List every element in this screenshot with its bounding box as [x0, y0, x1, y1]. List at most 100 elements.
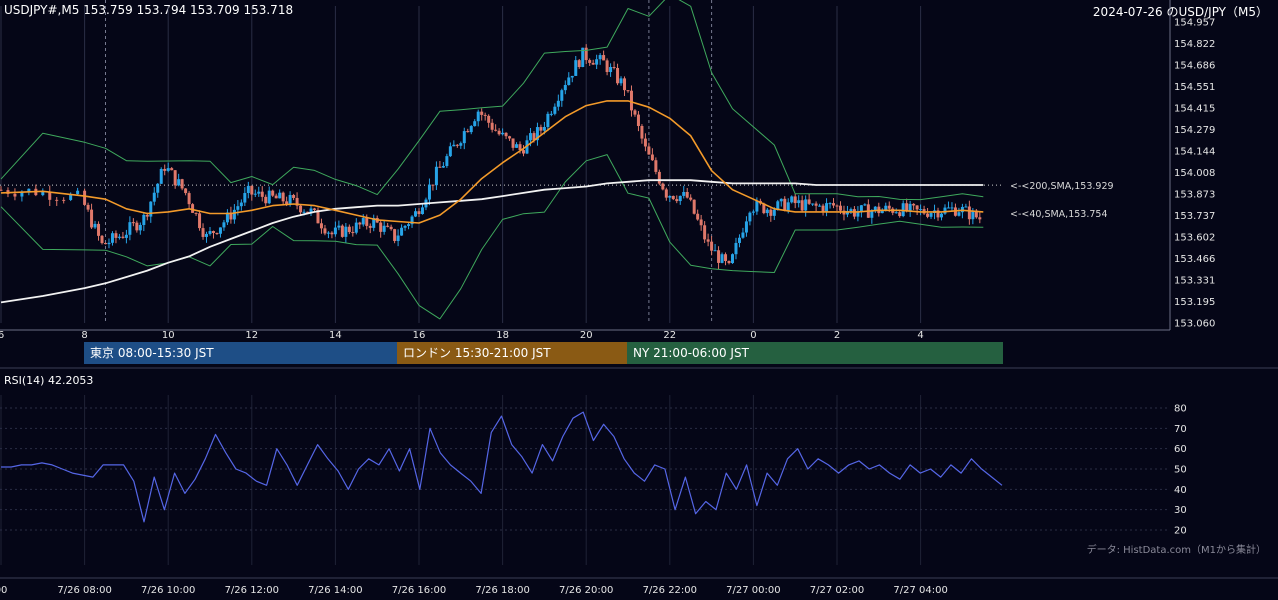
candle-body	[494, 129, 498, 131]
rsi-line	[1, 411, 1003, 523]
candle-body	[344, 226, 348, 237]
time-tick-bottom: 06:00	[0, 585, 7, 596]
candle-body	[811, 203, 815, 205]
candle-body	[260, 191, 264, 197]
candle-body	[382, 225, 386, 232]
price-tick: 154.551	[1174, 82, 1215, 93]
candle-body	[549, 113, 553, 115]
candle-body	[626, 90, 630, 92]
candle-body	[215, 232, 219, 234]
candle-body	[295, 197, 299, 206]
candle-body	[724, 254, 728, 262]
candle-body	[525, 140, 529, 154]
candle-body	[427, 184, 431, 200]
time-tick-top: 16	[413, 330, 426, 341]
candle-body	[703, 225, 707, 240]
candle-body	[302, 211, 306, 213]
candle-body	[166, 168, 170, 171]
sma40-line	[0, 100, 984, 224]
candle-body	[187, 193, 191, 205]
candle-body	[407, 224, 411, 226]
price-tick: 154.008	[1174, 168, 1215, 179]
candle-body	[490, 122, 494, 130]
candle-body	[117, 236, 121, 238]
candle-body	[769, 209, 773, 216]
candle-body	[696, 213, 700, 220]
candle-body	[480, 111, 484, 115]
candle-body	[699, 219, 703, 226]
candle-body	[974, 210, 978, 218]
candle-body	[124, 234, 128, 238]
candle-body	[685, 191, 689, 198]
candle-body	[553, 106, 557, 114]
sma40-label: <-<40,SMA,153.754	[1010, 209, 1108, 220]
candle-body	[313, 208, 316, 210]
rsi-tick: 70	[1174, 424, 1187, 435]
candle-body	[522, 150, 525, 154]
candle-body	[208, 231, 212, 234]
candle-body	[880, 209, 884, 214]
candle-body	[455, 144, 459, 146]
time-tick-top: 12	[245, 330, 258, 341]
rsi-tick: 30	[1174, 505, 1187, 516]
candle-body	[710, 241, 714, 251]
candle-body	[271, 190, 275, 196]
price-tick: 154.686	[1174, 61, 1215, 72]
candle-body	[570, 75, 574, 78]
candle-body	[713, 250, 717, 252]
candle-body	[69, 194, 73, 200]
candle-body	[288, 195, 292, 205]
candle-body	[845, 211, 849, 215]
candle-body	[772, 209, 776, 216]
candle-body	[567, 77, 571, 86]
candle-body	[731, 254, 734, 264]
candle-body	[104, 243, 107, 245]
time-tick-top: 20	[580, 330, 593, 341]
candle-body	[163, 168, 167, 171]
candle-body	[469, 126, 473, 133]
time-tick-top: 0	[750, 330, 756, 341]
candle-body	[361, 218, 365, 225]
candle-body	[661, 183, 665, 190]
candle-body	[623, 78, 627, 91]
candle-body	[222, 222, 226, 228]
candle-body	[971, 210, 975, 220]
candle-body	[389, 226, 393, 230]
price-tick: 153.195	[1174, 297, 1215, 308]
candle-body	[351, 232, 355, 234]
candle-body	[957, 212, 961, 216]
candle-body	[915, 205, 919, 210]
candle-body	[612, 67, 616, 69]
candle-body	[414, 211, 418, 217]
candle-body	[170, 168, 174, 171]
candle-body	[198, 213, 202, 229]
candle-body	[159, 168, 163, 184]
candle-body	[13, 193, 17, 197]
candle-body	[285, 201, 289, 205]
candle-body	[83, 190, 87, 205]
candle-body	[292, 195, 296, 198]
candle-body	[793, 196, 797, 204]
candle-body	[668, 195, 672, 198]
candle-body	[229, 212, 233, 220]
candle-body	[643, 138, 647, 147]
rsi-tick: 80	[1174, 404, 1187, 415]
candle-body	[675, 199, 679, 202]
candle-body	[347, 226, 351, 233]
time-tick-top: 8	[81, 330, 87, 341]
candle-body	[191, 204, 195, 213]
candle-body	[692, 199, 696, 214]
candle-body	[135, 222, 139, 231]
candle-body	[908, 203, 912, 211]
candle-body	[330, 232, 334, 235]
candle-body	[337, 225, 341, 228]
candle-body	[800, 200, 804, 211]
candle-body	[887, 205, 891, 209]
candle-body	[177, 179, 181, 186]
candle-body	[358, 222, 362, 225]
rsi-tick: 60	[1174, 444, 1187, 455]
candle-body	[340, 225, 344, 237]
candle-body	[476, 111, 480, 122]
session-ny: NY 21:00-06:00 JST	[627, 342, 1003, 364]
